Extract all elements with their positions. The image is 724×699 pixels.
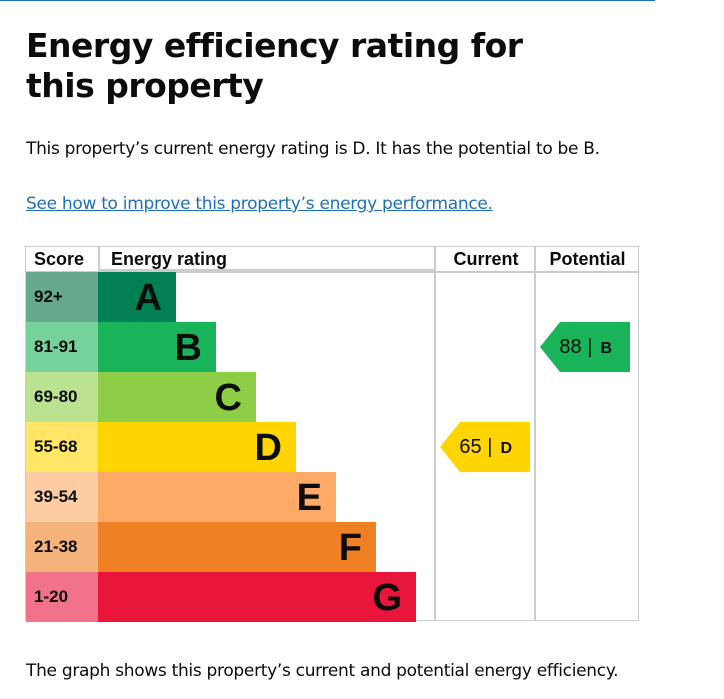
band-bar-f: F	[98, 522, 376, 572]
band-score: 81-91	[26, 322, 98, 372]
band-bar-d: D	[98, 422, 296, 472]
divider	[434, 247, 436, 620]
current-rating-arrow: 65 | D	[440, 422, 530, 472]
band-bar-g: G	[98, 572, 416, 622]
band-bar-a: A	[98, 272, 176, 322]
header-potential: Potential	[536, 247, 639, 273]
header-current: Current	[436, 247, 536, 273]
band-score: 69-80	[26, 372, 98, 422]
page-title: Energy efficiency rating for this proper…	[26, 26, 523, 105]
potential-rating-arrow: 88 | B	[540, 322, 630, 372]
rating-summary: This property’s current energy rating is…	[26, 139, 600, 159]
divider	[98, 247, 100, 271]
band-score: 55-68	[26, 422, 98, 472]
improve-performance-link[interactable]: See how to improve this property’s energ…	[26, 194, 493, 214]
band-bar-e: E	[98, 472, 336, 522]
band-bar-b: B	[98, 322, 216, 372]
band-bar-c: C	[98, 372, 256, 422]
graph-description: The graph shows this property’s current …	[26, 661, 619, 681]
band-score: 1-20	[26, 572, 98, 622]
band-score: 39-54	[26, 472, 98, 522]
top-border	[0, 0, 655, 1]
band-score: 21-38	[26, 522, 98, 572]
header-energy-rating: Energy rating	[98, 247, 436, 271]
header-score: Score	[26, 247, 106, 273]
band-score: 92+	[26, 272, 98, 322]
divider	[534, 247, 536, 620]
energy-rating-table: Score Energy rating Current Potential 92…	[25, 246, 639, 622]
